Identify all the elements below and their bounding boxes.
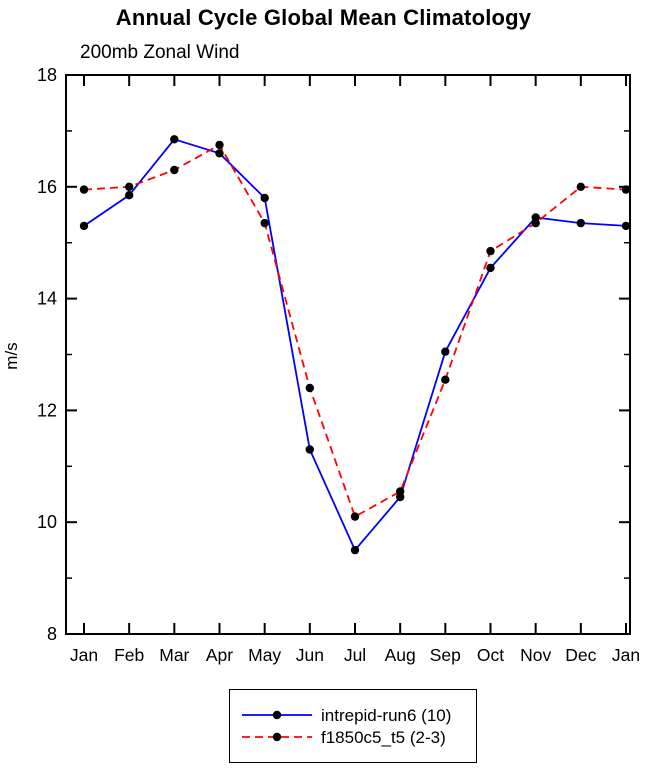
svg-text:Mar: Mar xyxy=(159,645,189,665)
legend-line-swatch-red xyxy=(242,732,312,742)
svg-text:16: 16 xyxy=(37,177,57,197)
svg-text:Dec: Dec xyxy=(565,645,596,665)
legend-box: intrepid-run6 (10) f1850c5_t5 (2-3) xyxy=(229,689,477,763)
svg-text:Sep: Sep xyxy=(430,645,461,665)
legend-label: f1850c5_t5 (2-3) xyxy=(321,727,446,747)
legend-item-f1850c5-t5: f1850c5_t5 (2-3) xyxy=(240,729,476,746)
svg-text:18: 18 xyxy=(37,65,57,85)
chart-title: Annual Cycle Global Mean Climatology xyxy=(115,5,532,30)
svg-text:14: 14 xyxy=(37,289,57,309)
svg-text:May: May xyxy=(248,645,281,665)
svg-text:Jan: Jan xyxy=(612,645,640,665)
svg-text:12: 12 xyxy=(37,400,57,420)
svg-text:Apr: Apr xyxy=(206,645,233,665)
svg-text:Jun: Jun xyxy=(296,645,324,665)
svg-text:Nov: Nov xyxy=(520,645,551,665)
legend-item-intrepid-run6: intrepid-run6 (10) xyxy=(240,707,476,724)
svg-text:Aug: Aug xyxy=(385,645,416,665)
svg-text:8: 8 xyxy=(47,624,57,644)
svg-text:10: 10 xyxy=(37,512,57,532)
legend-label: intrepid-run6 (10) xyxy=(321,705,452,725)
svg-text:Jul: Jul xyxy=(344,645,366,665)
svg-text:Feb: Feb xyxy=(114,645,144,665)
svg-text:Jan: Jan xyxy=(70,645,98,665)
svg-text:Oct: Oct xyxy=(477,645,504,665)
legend-line-swatch-blue xyxy=(242,710,312,720)
chart-subtitle: 200mb Zonal Wind xyxy=(80,42,240,63)
